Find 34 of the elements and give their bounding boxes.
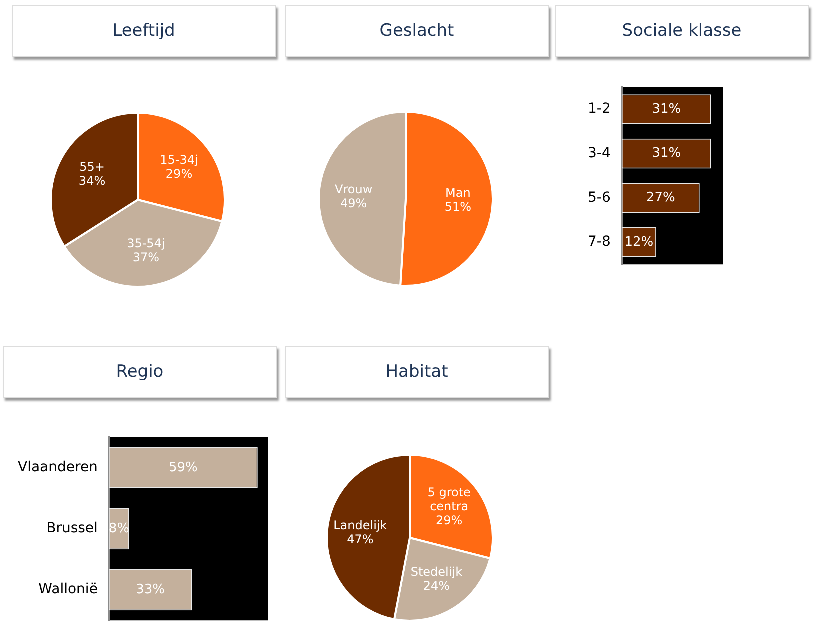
data-label: 34% [78,174,106,188]
y-tick-label: 3-4 [588,145,611,162]
data-label: 29% [166,167,193,182]
y-tick-label: 5-6 [588,190,611,206]
data-label: 31% [652,102,682,117]
data-label: 51% [444,200,472,214]
y-tick-label: Brussel [46,520,98,537]
chart-title: Geslacht [285,5,549,57]
slice-label: Landelijk [334,518,388,532]
data-label: 29% [436,514,463,528]
data-label: 31% [652,146,682,162]
slice-label: 5 grote centra [428,486,471,514]
y-tick-label: Wallonië [38,582,98,598]
data-label: 49% [340,196,368,210]
slice-label: 55+ [80,160,105,174]
chart-title: Regio [3,346,277,398]
chart-title: Sociale klasse [555,5,809,57]
data-label: 33% [136,582,166,598]
data-label: 27% [646,190,676,206]
slice-label: 15-34j [160,153,198,168]
slice-label: Vrouw [335,182,373,196]
y-tick-label: 7-8 [588,234,611,250]
y-tick-label: Vlaanderen [18,460,98,476]
y-tick-label: 1-2 [588,101,611,118]
data-label: 37% [132,250,160,265]
data-label: 24% [423,579,450,594]
slice-label: Man [446,186,471,200]
slice-label: Stedelijk [410,565,463,580]
data-label: 47% [347,532,374,546]
data-label: 59% [168,460,198,476]
slice-label: 35-54j [127,236,166,251]
data-label: 12% [624,234,654,250]
chart-title: Habitat [285,346,549,398]
chart-title: Leeftijd [12,5,276,57]
